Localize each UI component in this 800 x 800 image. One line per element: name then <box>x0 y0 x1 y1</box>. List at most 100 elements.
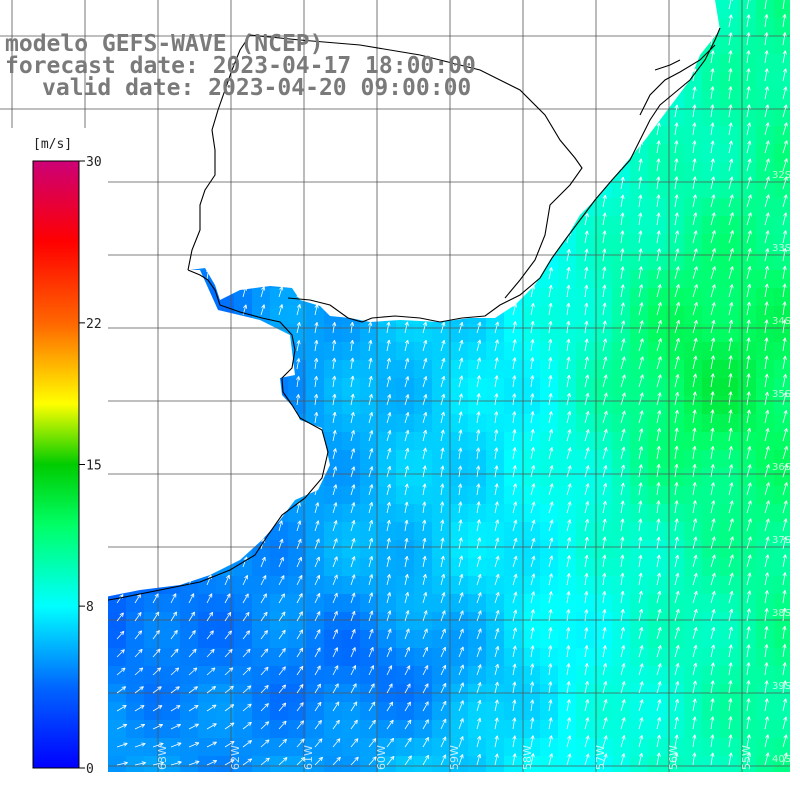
wind-arrow <box>188 630 196 640</box>
wind-arrow <box>602 194 607 208</box>
field-cell <box>666 234 685 253</box>
wind-arrow <box>494 681 499 694</box>
field-cell <box>666 468 685 487</box>
wind-arrow <box>674 319 680 334</box>
field-cell <box>450 540 469 559</box>
wind-arrow <box>458 321 464 334</box>
field-cell <box>594 396 613 415</box>
wind-arrow <box>602 356 608 370</box>
wind-arrow <box>350 756 359 766</box>
wind-arrow <box>602 284 607 298</box>
wind-arrow <box>476 628 482 640</box>
wind-arrow <box>458 736 464 748</box>
field-cell <box>738 522 757 541</box>
wind-arrow <box>638 248 643 262</box>
wind-arrow <box>656 608 662 622</box>
wind-arrow <box>782 68 788 82</box>
field-cell <box>414 612 433 631</box>
field-cell <box>774 720 790 739</box>
field-cell <box>252 612 271 631</box>
wind-arrow <box>386 610 392 622</box>
field-cell <box>738 720 757 739</box>
field-cell <box>792 144 800 163</box>
wind-arrow <box>566 519 572 532</box>
wind-arrow <box>368 375 373 388</box>
field-cell <box>270 666 289 685</box>
field-cell <box>414 738 433 757</box>
field-cell <box>792 54 800 73</box>
field-cell <box>738 180 757 199</box>
wind-arrow <box>620 248 625 262</box>
field-cell <box>144 612 163 631</box>
field-cell <box>648 504 667 523</box>
field-cell <box>252 630 271 649</box>
wind-arrow <box>422 321 428 334</box>
field-cell <box>270 522 289 541</box>
wind-arrow <box>710 500 716 514</box>
field-cell <box>522 486 541 505</box>
wind-arrow <box>782 554 787 568</box>
field-cell <box>738 702 757 721</box>
wind-arrow <box>638 428 644 442</box>
wind-arrow <box>368 537 374 550</box>
field-cell <box>180 792 199 800</box>
wind-arrow <box>710 302 716 316</box>
wind-arrow <box>296 593 303 604</box>
field-cell <box>18 792 37 800</box>
wind-arrow <box>638 320 644 334</box>
field-cell <box>576 666 595 685</box>
wind-arrow <box>512 573 518 586</box>
field-cell <box>468 666 487 685</box>
field-cell <box>396 522 415 541</box>
wind-arrow <box>728 14 733 28</box>
field-cell <box>558 378 577 397</box>
field-cell <box>792 252 800 271</box>
field-cell <box>792 324 800 343</box>
field-cell <box>504 468 523 487</box>
field-cell <box>612 198 631 217</box>
field-cell <box>576 540 595 559</box>
field-cell <box>414 648 433 667</box>
field-cell <box>324 378 343 397</box>
field-cell <box>684 720 703 739</box>
field-cell <box>198 792 217 800</box>
field-cell <box>720 90 739 109</box>
field-cell <box>774 198 790 217</box>
wind-arrow <box>746 427 752 442</box>
field-cell <box>756 522 775 541</box>
field-cell <box>558 612 577 631</box>
wind-arrow <box>584 609 589 622</box>
wind-arrow <box>782 122 788 136</box>
wind-arrow <box>674 716 679 730</box>
wind-arrow <box>314 339 319 352</box>
field-cell <box>576 504 595 523</box>
field-cell <box>414 342 433 361</box>
field-cell <box>558 630 577 649</box>
wind-arrow <box>116 667 126 676</box>
wind-arrow <box>332 756 341 766</box>
wind-arrow <box>782 283 787 298</box>
wind-arrow <box>440 700 447 712</box>
field-cell <box>774 36 790 55</box>
wind-arrow <box>368 321 373 334</box>
latitude-label: 35S <box>772 389 791 400</box>
wind-arrow <box>566 338 571 352</box>
field-cell <box>630 414 649 433</box>
wind-arrow <box>296 376 301 388</box>
field-cell <box>630 792 649 800</box>
field-cell <box>630 288 649 307</box>
field-cell <box>522 396 541 415</box>
wind-arrow <box>422 555 427 568</box>
wind-arrow <box>602 465 608 478</box>
wind-arrow <box>476 735 482 748</box>
field-cell <box>576 270 595 289</box>
wind-arrow <box>422 754 429 766</box>
wind-arrow <box>710 734 715 748</box>
wind-arrow <box>728 680 733 694</box>
wind-arrow <box>242 286 247 298</box>
field-cell <box>630 522 649 541</box>
field-cell <box>612 486 631 505</box>
field-cell <box>540 324 559 343</box>
wind-arrow <box>440 447 445 460</box>
field-cell <box>594 414 613 433</box>
